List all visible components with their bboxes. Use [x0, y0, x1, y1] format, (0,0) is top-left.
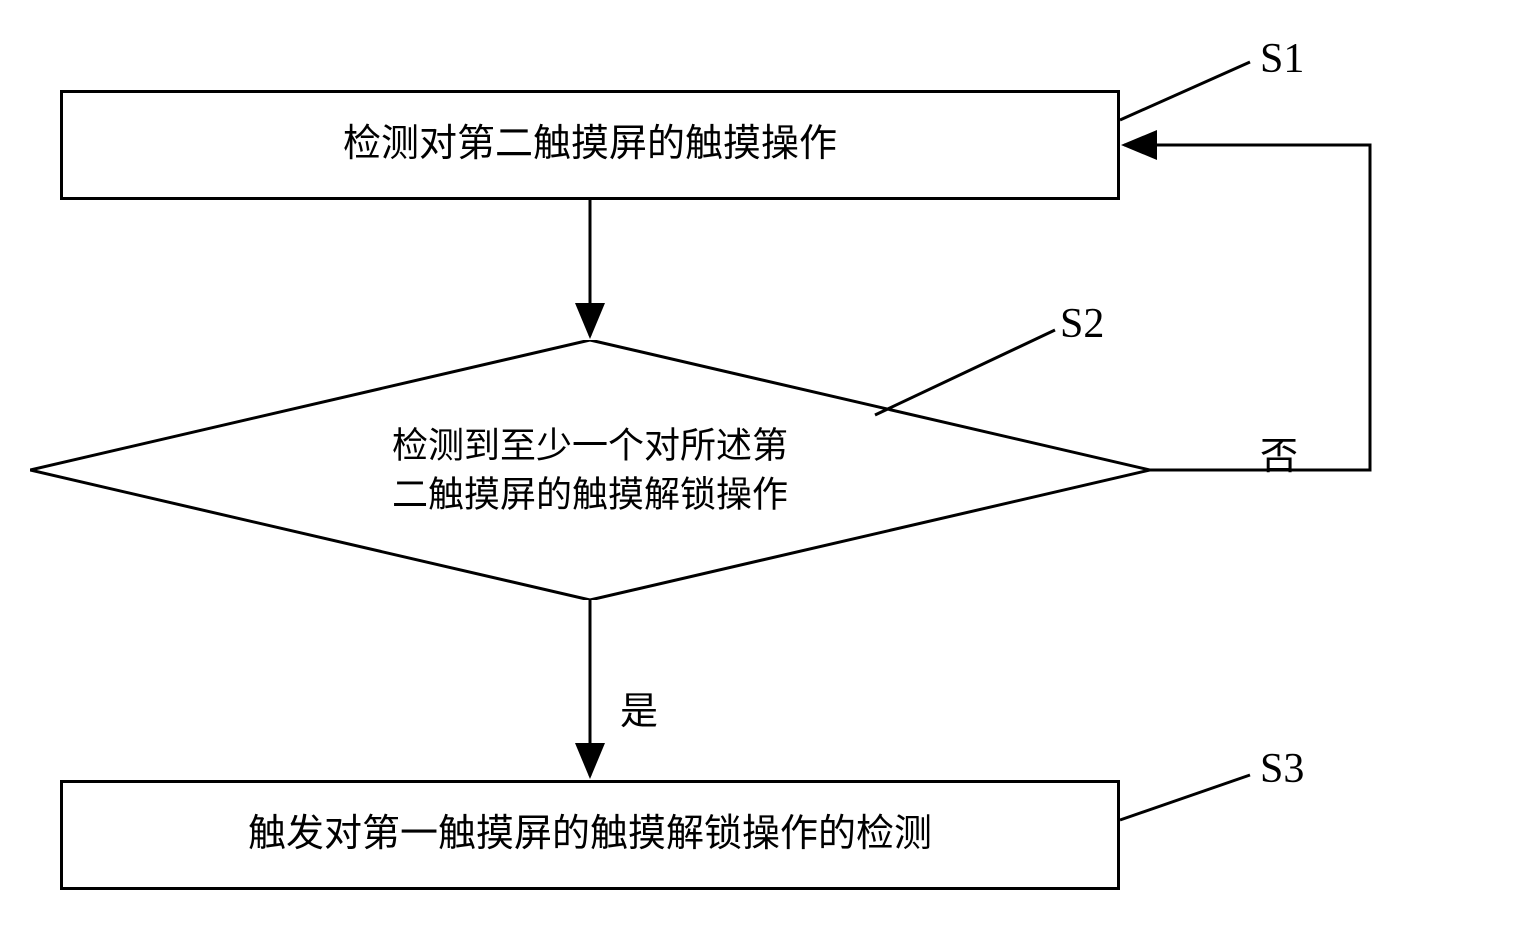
- node-s1-text: 检测对第二触摸屏的触摸操作: [343, 120, 837, 169]
- leader-s3: [1120, 775, 1250, 820]
- node-s2-text-line2: 二触摸屏的触摸解锁操作: [392, 470, 788, 519]
- edge-label-no: 否: [1260, 425, 1298, 480]
- node-s3: 触发对第一触摸屏的触摸解锁操作的检测: [60, 780, 1120, 890]
- label-s2: S2: [1060, 300, 1104, 348]
- node-s2-text: 检测到至少一个对所述第 二触摸屏的触摸解锁操作: [392, 421, 788, 518]
- node-s1: 检测对第二触摸屏的触摸操作: [60, 90, 1120, 200]
- node-s3-text: 触发对第一触摸屏的触摸解锁操作的检测: [248, 810, 932, 859]
- node-s2: 检测到至少一个对所述第 二触摸屏的触摸解锁操作: [30, 340, 1150, 600]
- leader-s1: [1120, 62, 1250, 120]
- arrow-s2-loop-no: [1124, 145, 1370, 470]
- label-s3: S3: [1260, 745, 1304, 793]
- edge-label-yes: 是: [620, 680, 658, 735]
- node-s2-text-line1: 检测到至少一个对所述第: [392, 421, 788, 470]
- flowchart-canvas: 检测对第二触摸屏的触摸操作 检测到至少一个对所述第 二触摸屏的触摸解锁操作 触发…: [0, 0, 1520, 936]
- label-s1: S1: [1260, 35, 1304, 83]
